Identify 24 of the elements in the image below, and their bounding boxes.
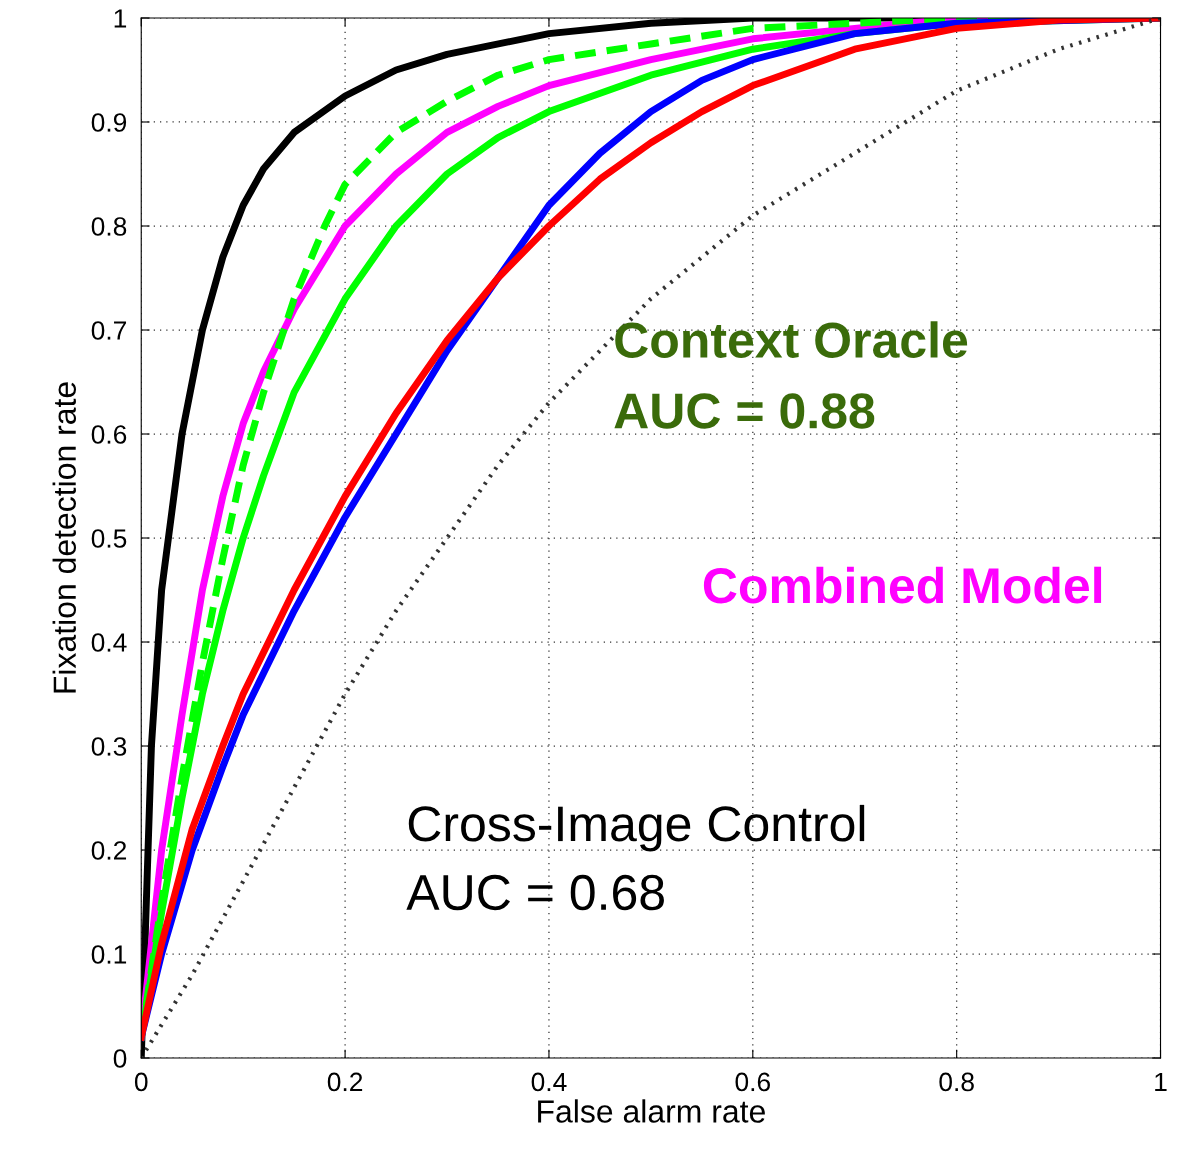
y-tick-label: 0.8 [91, 217, 127, 236]
y-tick-label: 0.3 [91, 737, 127, 756]
annotation: Context Oracle [615, 321, 968, 358]
x-axis-title: False alarm rate [538, 1099, 765, 1123]
y-tick-label: 1 [114, 9, 127, 28]
x-tick-label: 0.8 [939, 1072, 974, 1092]
x-tick-label: 0.4 [531, 1072, 567, 1092]
annotation: Combined Model [703, 566, 1102, 604]
annotation: AUC = 0.88 [614, 393, 875, 429]
y-tick-label: 0.7 [91, 321, 127, 340]
x-tick-label: 0 [134, 1072, 148, 1092]
y-tick-label: 0.1 [91, 945, 127, 964]
y-axis-title: Fixation detection rate [52, 382, 77, 693]
y-tick-label: 0.9 [91, 113, 127, 132]
annotation: Cross-Image Control [408, 804, 865, 852]
x-tick-label: 0.6 [735, 1072, 770, 1092]
annotation: AUC = 0.68 [406, 874, 664, 911]
y-tick-label: 0.6 [91, 425, 127, 444]
y-tick-label: 0.2 [91, 841, 127, 860]
x-tick-label: 1 [1155, 1072, 1167, 1092]
y-tick-label: 0 [113, 1049, 127, 1068]
y-tick-label: 0.4 [91, 633, 127, 652]
x-tick-label: 0.2 [327, 1072, 363, 1092]
y-tick-label: 0.5 [91, 529, 127, 548]
